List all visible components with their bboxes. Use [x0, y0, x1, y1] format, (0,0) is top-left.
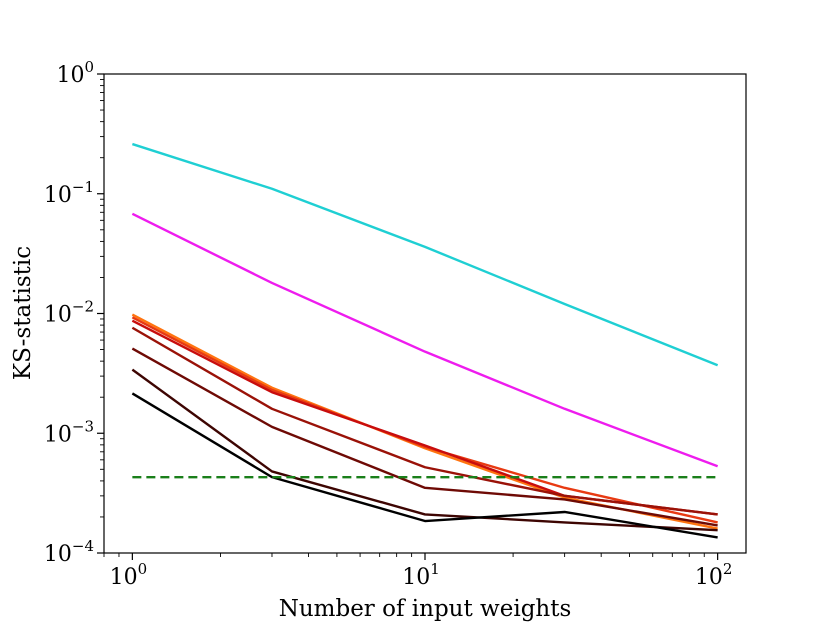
series-line-magenta	[131, 212, 719, 468]
series-line-dark-red	[131, 326, 718, 516]
series-line-cyan	[131, 142, 719, 367]
x-tick-label: 101	[402, 560, 440, 590]
y-tick-label: 10−3	[44, 417, 94, 447]
series-line-red-orange	[131, 316, 718, 524]
y-tick-label: 10−1	[44, 178, 94, 208]
series-line-maroon	[131, 347, 718, 527]
y-tick-label: 100	[56, 58, 94, 88]
tick-label-layer: 100 101 102 10−4 10−3 10−2 10−1 100	[44, 58, 733, 590]
tick-layer	[97, 73, 719, 560]
x-tick-label: 100	[110, 560, 148, 590]
y-tick-label: 10−2	[44, 298, 94, 328]
x-tick-label: 102	[695, 560, 733, 590]
y-axis-label: KS-statistic	[10, 246, 36, 380]
series-line-black	[131, 392, 718, 539]
x-axis-label: Number of input weights	[279, 596, 572, 622]
series-line-dark-maroon	[131, 368, 718, 532]
series-layer	[131, 142, 719, 539]
y-tick-label: 10−4	[44, 537, 94, 567]
